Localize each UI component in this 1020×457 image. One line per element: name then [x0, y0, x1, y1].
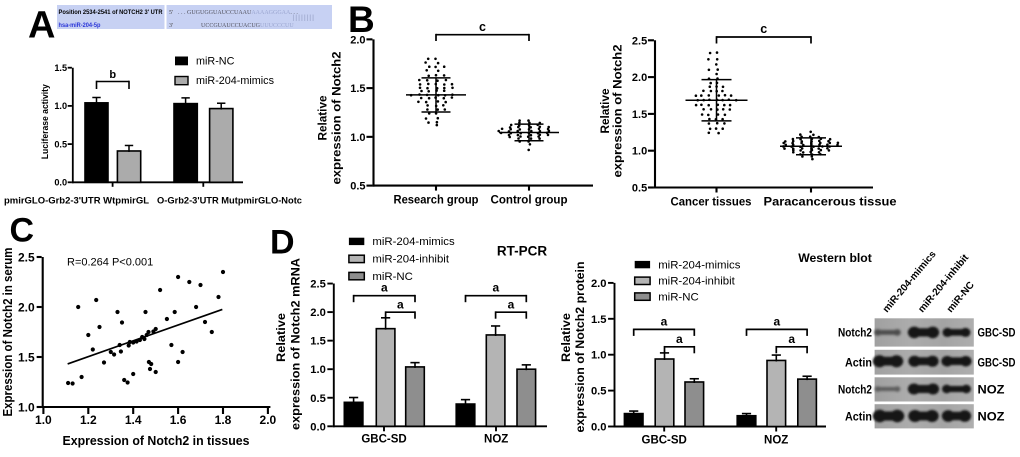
svg-text:miR-204-mimics: miR-204-mimics: [372, 236, 455, 248]
svg-text:expression of Notch2: expression of Notch2: [330, 51, 344, 184]
svg-text:1.8: 1.8: [215, 413, 232, 427]
svg-text:miR-NC: miR-NC: [372, 271, 413, 283]
svg-text:1.0: 1.0: [591, 350, 607, 362]
svg-text:Relative: Relative: [274, 313, 288, 362]
svg-text:5': 5': [169, 10, 173, 16]
svg-text:2.0: 2.0: [260, 413, 277, 427]
svg-text:Relative: Relative: [316, 95, 330, 140]
svg-text:2.0: 2.0: [591, 278, 607, 290]
svg-text:GBC-SD: GBC-SD: [978, 328, 1016, 340]
svg-text:2.0: 2.0: [350, 34, 365, 46]
svg-text:c: c: [479, 20, 486, 34]
svg-text:0.5: 0.5: [310, 393, 326, 405]
svg-text:miR-204-inhibit: miR-204-inhibit: [372, 254, 449, 266]
svg-text:0.0: 0.0: [310, 421, 326, 433]
svg-text:expression of Notch2: expression of Notch2: [611, 44, 625, 177]
svg-text:Notch2: Notch2: [838, 328, 872, 340]
svg-text:2.5: 2.5: [18, 250, 35, 264]
svg-text:NOZ: NOZ: [764, 434, 788, 446]
svg-text:expression of Notch2 protein: expression of Notch2 protein: [573, 262, 587, 433]
svg-text:Actin: Actin: [845, 357, 872, 369]
svg-text:2.0: 2.0: [18, 300, 35, 314]
svg-text:miR-NC: miR-NC: [196, 56, 235, 68]
svg-text:miR-NC: miR-NC: [658, 291, 699, 303]
svg-text:1.0: 1.0: [18, 400, 35, 414]
svg-text:A: A: [28, 5, 55, 47]
svg-text:pmirGLO-Grb2-3'UTR WtpmirGL: pmirGLO-Grb2-3'UTR WtpmirGL: [4, 195, 149, 206]
svg-text:Control group: Control group: [491, 193, 568, 207]
svg-text:b: b: [109, 69, 116, 81]
svg-text:Western blot: Western blot: [798, 251, 872, 265]
svg-text:3': 3': [169, 23, 173, 29]
svg-text:a: a: [397, 298, 404, 312]
svg-text:C: C: [10, 212, 35, 250]
svg-text:2.0: 2.0: [310, 307, 326, 319]
svg-text:1.5: 1.5: [350, 83, 365, 95]
svg-text:B: B: [348, 0, 375, 40]
svg-text:NOZ: NOZ: [484, 434, 508, 446]
svg-text:Relative: Relative: [559, 313, 573, 362]
svg-text:a: a: [493, 281, 500, 295]
svg-text:Cancer tissues: Cancer tissues: [671, 195, 752, 209]
svg-text:hsa-miR-204-5p: hsa-miR-204-5p: [59, 23, 101, 29]
svg-text:0.0: 0.0: [591, 422, 607, 434]
svg-text:GBC-SD: GBC-SD: [361, 434, 406, 446]
svg-text:1.5: 1.5: [54, 63, 67, 73]
svg-text:miR-204-mimics: miR-204-mimics: [196, 75, 275, 87]
svg-text:1.0: 1.0: [350, 132, 365, 144]
svg-text:2.5: 2.5: [632, 35, 647, 47]
svg-text:1.6: 1.6: [170, 413, 187, 427]
svg-text:Relative: Relative: [598, 88, 612, 133]
svg-text:1.2: 1.2: [80, 413, 97, 427]
svg-text:Luciferase activity: Luciferase activity: [40, 84, 50, 159]
svg-text:1.4: 1.4: [125, 413, 142, 427]
svg-text:1.0: 1.0: [632, 146, 647, 158]
svg-text:RT-PCR: RT-PCR: [497, 244, 548, 259]
svg-text:Research group: Research group: [394, 193, 479, 207]
svg-text:a: a: [773, 315, 780, 329]
svg-text:Position 2534-2541 of NOTCH2 3: Position 2534-2541 of NOTCH2 3' UTR: [59, 10, 164, 16]
svg-text:1.0: 1.0: [54, 101, 67, 111]
svg-text:0.5: 0.5: [54, 139, 67, 149]
svg-text:Expression of Notch2 in tissue: Expression of Notch2 in tissues: [63, 433, 250, 448]
svg-text:0.5: 0.5: [350, 181, 365, 193]
svg-text:a: a: [676, 332, 683, 346]
svg-text:0.0: 0.0: [54, 178, 67, 188]
svg-text:a: a: [381, 281, 388, 295]
svg-text:NOZ: NOZ: [978, 385, 1005, 397]
svg-text:Actin: Actin: [845, 411, 872, 423]
svg-text:UCCGUAUCCUACUGUUUCCCUU: UCCGUAUCCUACUGUUUCCCUU: [201, 23, 294, 29]
svg-text:1.0: 1.0: [35, 413, 52, 427]
svg-text:0.5: 0.5: [591, 386, 607, 398]
svg-text:. . . GUGUGGUAUCCUAAUAAAAGGGAA: . . . GUGUGGUAUCCUAAUAAAAGGGAA. . .: [178, 10, 298, 16]
svg-text:miR-204-mimics: miR-204-mimics: [658, 259, 741, 271]
svg-text:a: a: [508, 298, 515, 312]
svg-text:Expression of Notch2 in serum: Expression of Notch2 in serum: [0, 248, 15, 417]
svg-text:2.0: 2.0: [632, 72, 647, 84]
svg-text:1.5: 1.5: [310, 336, 326, 348]
svg-text:Notch2: Notch2: [838, 385, 872, 397]
svg-text:NOZ: NOZ: [978, 411, 1005, 423]
svg-text:Paracancerous tissue: Paracancerous tissue: [764, 195, 897, 209]
svg-text:expression of Notch2 mRNA: expression of Notch2 mRNA: [288, 258, 302, 430]
svg-text:a: a: [661, 315, 668, 329]
svg-text:a: a: [788, 332, 795, 346]
svg-text:0.5: 0.5: [632, 182, 647, 194]
svg-text:GBC-SD: GBC-SD: [642, 434, 687, 446]
svg-text:R=0.264 P<0.001: R=0.264 P<0.001: [67, 256, 153, 268]
svg-text:1.5: 1.5: [18, 350, 35, 364]
svg-text:2.5: 2.5: [310, 279, 326, 291]
svg-text:1.5: 1.5: [632, 109, 647, 121]
svg-text:miR-204-inhibit: miR-204-inhibit: [658, 276, 735, 288]
svg-text:D: D: [270, 224, 295, 262]
svg-text:1.0: 1.0: [310, 364, 326, 376]
svg-text:1.5: 1.5: [591, 314, 607, 326]
svg-text:c: c: [760, 22, 767, 36]
svg-text:GBC-SD: GBC-SD: [978, 357, 1016, 369]
svg-text:O-Grb2-3'UTR MutpmirGLO-Notc: O-Grb2-3'UTR MutpmirGLO-Notc: [157, 195, 303, 206]
